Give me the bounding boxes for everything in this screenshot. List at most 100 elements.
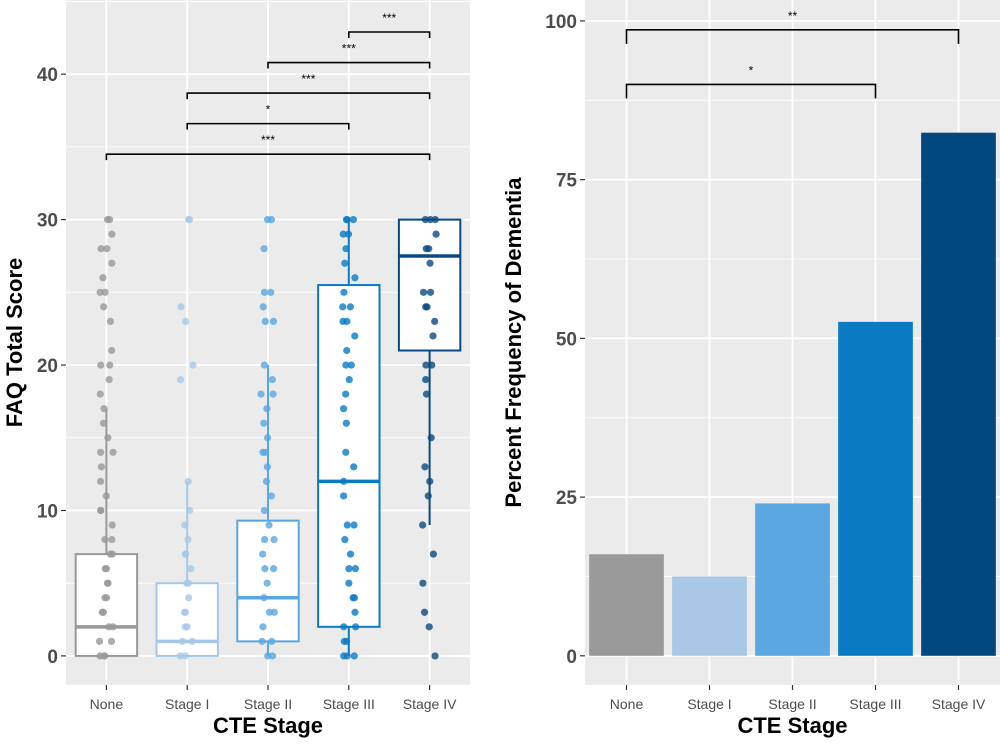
significance-bracket: *** xyxy=(186,72,431,100)
x-tick-label: None xyxy=(610,696,644,712)
data-point xyxy=(181,550,189,558)
data-point xyxy=(108,535,116,544)
data-point xyxy=(267,492,276,500)
data-point xyxy=(343,346,351,355)
data-point xyxy=(103,216,112,224)
data-point xyxy=(431,652,439,660)
data-point xyxy=(343,216,351,224)
y-tick-label: 10 xyxy=(37,501,58,522)
data-point xyxy=(260,245,268,253)
data-point xyxy=(428,361,436,369)
bar-stage-ii xyxy=(755,503,830,656)
bar-none xyxy=(589,554,664,656)
box xyxy=(155,582,219,657)
data-point xyxy=(261,317,269,326)
y-axis-title: Percent Frequency of Dementia xyxy=(501,177,526,508)
data-point xyxy=(261,448,269,456)
data-point xyxy=(181,521,189,529)
data-point xyxy=(99,419,108,427)
data-point xyxy=(97,463,106,471)
data-point xyxy=(103,245,111,253)
data-point xyxy=(351,274,359,282)
data-point xyxy=(339,230,347,238)
data-point xyxy=(419,288,428,296)
data-point xyxy=(185,216,194,224)
bracket-line xyxy=(186,122,350,130)
data-point xyxy=(421,463,429,471)
data-point xyxy=(97,477,105,485)
data-point xyxy=(97,506,105,515)
data-point xyxy=(346,303,354,311)
data-point xyxy=(106,317,115,326)
data-point xyxy=(422,303,430,311)
y-tick-label: 0 xyxy=(47,647,58,668)
data-point xyxy=(342,390,350,398)
data-point xyxy=(431,317,439,326)
x-tick-label: Stage I xyxy=(687,696,731,712)
x-tick-label: Stage III xyxy=(849,696,901,712)
data-point xyxy=(105,375,113,384)
data-point xyxy=(345,375,353,384)
data-point xyxy=(340,637,348,645)
data-point xyxy=(340,288,348,296)
x-tick-label: Stage I xyxy=(165,696,209,712)
data-point xyxy=(345,565,353,573)
significance-bracket: *** xyxy=(105,133,431,161)
data-point xyxy=(270,565,278,573)
data-point xyxy=(339,303,347,311)
data-point xyxy=(420,608,429,616)
data-point xyxy=(101,535,109,544)
data-point xyxy=(181,623,189,631)
data-point xyxy=(342,245,350,253)
box xyxy=(397,218,462,352)
data-point xyxy=(258,637,266,645)
data-point xyxy=(350,521,358,529)
data-point xyxy=(107,637,116,645)
box-stage-iii xyxy=(317,216,381,660)
x-tick-label: Stage II xyxy=(244,696,292,712)
data-point xyxy=(259,303,267,311)
data-point xyxy=(340,477,348,485)
data-point xyxy=(426,288,435,296)
y-tick-label: 20 xyxy=(37,356,58,377)
box-none xyxy=(74,216,139,660)
data-point xyxy=(419,579,427,587)
y-tick-label: 25 xyxy=(556,488,578,509)
data-point xyxy=(351,608,359,616)
data-point xyxy=(108,550,116,558)
data-point xyxy=(263,463,271,471)
data-point xyxy=(178,637,187,645)
data-point xyxy=(345,579,353,587)
significance-label: *** xyxy=(261,133,275,147)
data-point xyxy=(427,434,435,442)
box-stage-ii xyxy=(236,216,300,660)
data-point xyxy=(342,361,350,369)
bracket-line xyxy=(348,31,431,38)
data-point xyxy=(176,375,185,384)
data-point xyxy=(100,405,108,413)
data-point xyxy=(349,594,357,602)
data-point xyxy=(260,361,268,369)
data-point xyxy=(425,623,433,631)
data-point xyxy=(263,405,271,413)
data-point xyxy=(259,550,267,558)
data-point xyxy=(419,521,427,529)
data-point xyxy=(268,375,276,384)
data-point xyxy=(422,375,430,384)
data-point xyxy=(340,623,348,631)
box xyxy=(317,284,381,628)
data-point xyxy=(181,652,190,660)
bar-stage-iv xyxy=(921,132,996,656)
data-point xyxy=(101,652,109,660)
data-point xyxy=(185,594,193,602)
data-point xyxy=(260,594,268,602)
data-point xyxy=(184,535,192,544)
data-point xyxy=(95,637,104,645)
data-point xyxy=(263,579,271,587)
box-stage-iv xyxy=(397,216,462,660)
bracket-line xyxy=(186,92,431,100)
bar-stage-i xyxy=(672,576,747,656)
data-point xyxy=(184,579,192,587)
x-tick-label: Stage III xyxy=(323,696,375,712)
data-point xyxy=(341,259,349,267)
